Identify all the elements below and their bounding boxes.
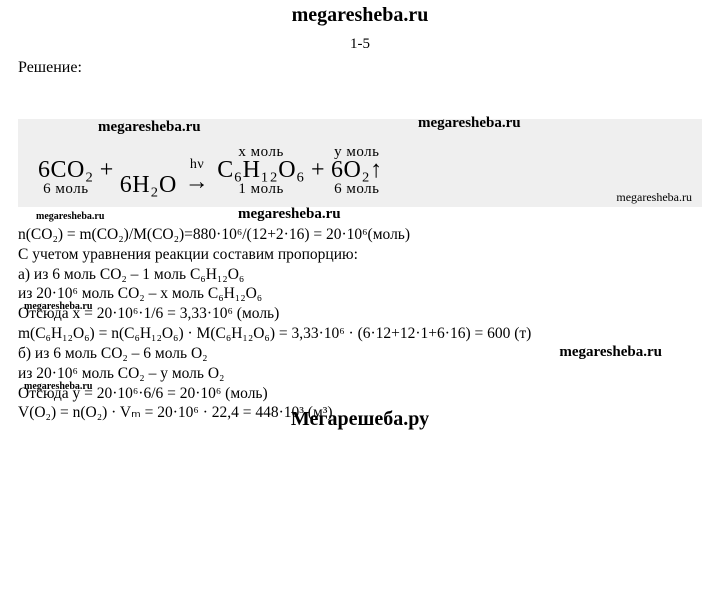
line-9: Отсюда y = 20·10⁶·6/6 = 20·10⁶ (моль) — [18, 384, 702, 404]
watermark-body-4: megaresheba.ru — [24, 381, 92, 394]
term-co2-sub: 6 моль — [43, 182, 88, 197]
watermark-bottom: Мегарешеба.ру — [291, 408, 429, 431]
watermark-body-1: megaresheba.ru — [36, 211, 104, 224]
problem-number: 1-5 — [18, 36, 702, 53]
solution-label: Решение: — [18, 59, 702, 77]
op-plus-1: + — [96, 157, 118, 185]
line-2: С учетом уравнения реакции составим проп… — [18, 245, 702, 265]
page-root: megaresheba.ru 1-5 Решение: megaresheba.… — [0, 0, 720, 435]
op-plus-2: + — [307, 157, 329, 185]
watermark-body-top: megaresheba.ru — [238, 205, 341, 224]
watermark-body-3: megaresheba.ru — [559, 343, 662, 362]
watermark-top: megaresheba.ru — [292, 4, 429, 27]
reaction-arrow: hν → — [179, 169, 216, 197]
watermark-body-2: megaresheba.ru — [24, 301, 92, 314]
term-co2-main: 6CO₂ — [38, 158, 94, 182]
term-h2o-main: 6H₂O — [120, 173, 177, 197]
watermark-eq-bottom: megaresheba.ru — [616, 190, 692, 205]
chemical-equation: 6CO₂ 6 моль + 6H₂O hν → x моль C₆H₁₂O₆ 1… — [28, 127, 692, 203]
watermark-eq-2: megaresheba.ru — [418, 115, 521, 132]
term-o2-main: 6O₂↑ — [331, 158, 383, 182]
line-8: из 20·10⁶ моль CO₂ – y моль O₂ — [18, 364, 702, 384]
solution-body: megaresheba.ru megaresheba.ru n(CO₂) = m… — [18, 225, 702, 423]
arrow-label: hν — [190, 157, 204, 173]
line-1: n(CO₂) = m(CO₂)/M(CO₂)=880·10⁶/(12+2·16)… — [18, 225, 702, 245]
term-o2: y моль 6O₂↑ 6 моль — [331, 145, 383, 197]
line-5: Отсюда x = 20·10⁶·1/6 = 3,33·10⁶ (моль) — [18, 304, 702, 324]
term-co2: 6CO₂ 6 моль — [38, 160, 94, 197]
term-glucose: x моль C₆H₁₂O₆ 1 моль — [217, 145, 305, 197]
term-glucose-sub: 1 моль — [238, 182, 283, 197]
term-o2-sub: 6 моль — [334, 182, 379, 197]
line-6: m(C₆H₁₂O₆) = n(C₆H₁₂O₆) · M(C₆H₁₂O₆) = 3… — [18, 324, 702, 344]
equation-box: megaresheba.ru megaresheba.ru 6CO₂ 6 мол… — [18, 119, 702, 207]
line-3: а) из 6 моль CO₂ – 1 моль C₆H₁₂O₆ — [18, 265, 702, 285]
line-4: из 20·10⁶ моль CO₂ – x моль C₆H₁₂O₆ — [18, 284, 702, 304]
term-glucose-main: C₆H₁₂O₆ — [217, 158, 305, 182]
watermark-eq-1: megaresheba.ru — [98, 119, 201, 136]
term-h2o: 6H₂O — [120, 175, 177, 197]
